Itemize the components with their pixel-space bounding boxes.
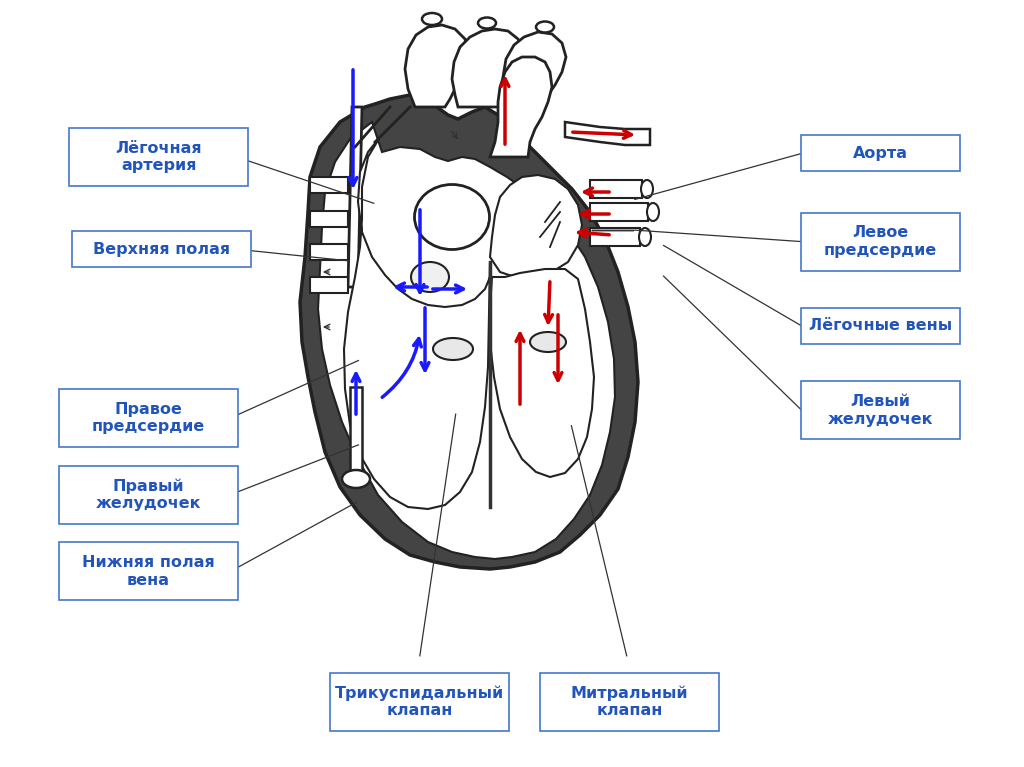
Polygon shape [490,175,582,277]
Polygon shape [310,211,348,227]
Polygon shape [310,244,348,260]
FancyBboxPatch shape [330,673,510,731]
Text: Левое
предсердие: Левое предсердие [824,225,937,258]
Text: Левый
желудочек: Левый желудочек [827,394,934,426]
Text: Трикуспидальный
клапан: Трикуспидальный клапан [335,686,505,718]
Polygon shape [310,277,348,293]
Ellipse shape [415,185,489,249]
Ellipse shape [641,180,653,198]
Text: Правый
желудочек: Правый желудочек [95,479,202,511]
Ellipse shape [433,338,473,360]
Ellipse shape [530,332,566,352]
Polygon shape [344,137,490,509]
FancyBboxPatch shape [70,128,248,186]
FancyBboxPatch shape [801,212,961,271]
Polygon shape [452,29,524,107]
Ellipse shape [536,21,554,32]
Ellipse shape [478,18,496,28]
Polygon shape [406,25,468,107]
Ellipse shape [639,228,651,246]
Ellipse shape [342,470,370,488]
Polygon shape [490,57,552,157]
FancyBboxPatch shape [801,308,961,344]
Text: Митральный
клапан: Митральный клапан [571,686,688,718]
Text: Аорта: Аорта [853,146,908,161]
FancyBboxPatch shape [58,466,238,524]
Polygon shape [318,122,615,559]
FancyBboxPatch shape [58,542,238,601]
FancyBboxPatch shape [58,389,238,447]
Ellipse shape [411,262,449,292]
Polygon shape [348,107,362,287]
Polygon shape [590,228,640,246]
Polygon shape [490,269,594,477]
Text: Лёгочная
артерия: Лёгочная артерия [116,141,202,173]
Polygon shape [590,203,648,221]
Polygon shape [300,95,638,569]
Polygon shape [503,32,566,107]
FancyBboxPatch shape [72,232,252,267]
Polygon shape [350,387,362,475]
Text: Правое
предсердие: Правое предсердие [92,402,205,434]
FancyBboxPatch shape [541,673,719,731]
Polygon shape [310,177,348,193]
Polygon shape [590,180,642,198]
Text: Лёгочные вены: Лёгочные вены [809,318,952,334]
Ellipse shape [422,13,442,25]
FancyBboxPatch shape [801,381,961,439]
Polygon shape [565,122,650,145]
Text: Верхняя полая: Верхняя полая [93,242,230,257]
FancyBboxPatch shape [801,136,961,171]
Ellipse shape [647,203,659,221]
Text: Нижняя полая
вена: Нижняя полая вена [82,555,215,588]
